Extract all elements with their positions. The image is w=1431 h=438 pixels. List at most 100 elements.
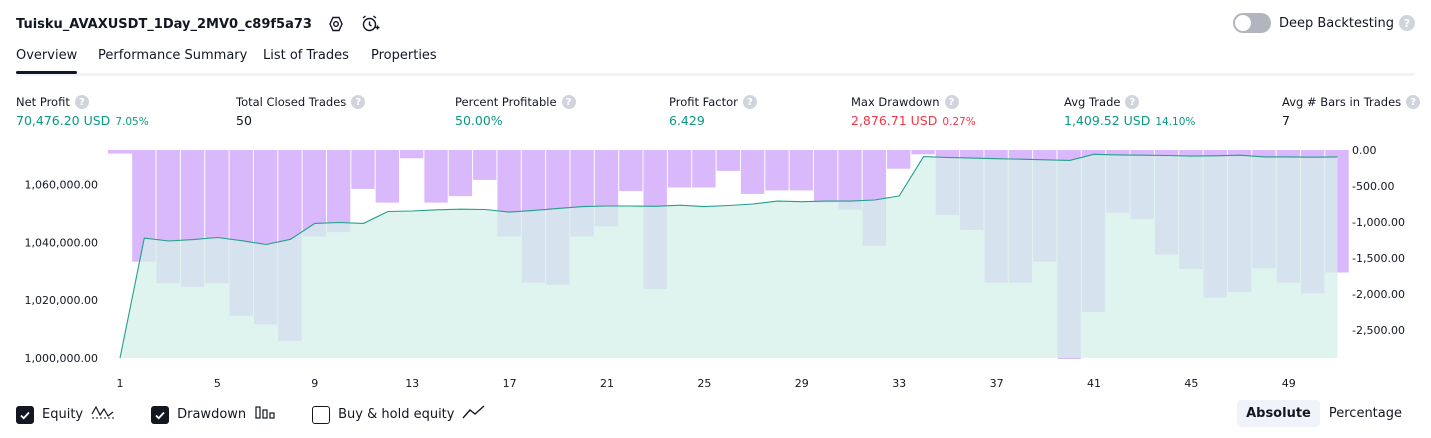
stat-profit-factor: Profit Factor? 6.429 — [669, 94, 757, 128]
left-axis-tick-label: 1,060,000.00 — [25, 179, 98, 192]
stat-label: Avg Trade — [1064, 95, 1121, 109]
right-axis-tick-label: -1,000.00 — [1352, 216, 1405, 229]
stat-label: Total Closed Trades — [236, 95, 347, 109]
left-axis-tick-label: 1,000,000.00 — [25, 352, 98, 365]
drawdown-bar — [838, 150, 862, 210]
x-axis-tick-label: 45 — [1184, 377, 1198, 390]
x-axis-tick-label: 13 — [405, 377, 419, 390]
deep-backtesting-toggle[interactable] — [1232, 13, 1271, 33]
right-axis-tick-label: -2,500.00 — [1352, 324, 1405, 337]
right-axis-tick-label: 0.00 — [1352, 144, 1377, 157]
left-axis-tick-label: 1,020,000.00 — [25, 294, 98, 307]
x-axis-tick-label: 49 — [1282, 377, 1296, 390]
legend-label: Equity — [42, 407, 84, 422]
absolute-button[interactable]: Absolute — [1237, 400, 1320, 427]
stat-value: 6.429 — [669, 113, 705, 128]
tab-overview[interactable]: Overview — [16, 48, 78, 74]
equity-drawdown-chart[interactable]: 1,000,000.00 1,020,000.00 1,040,000.00 1,06… — [0, 140, 1431, 390]
drawdown-bar — [789, 150, 813, 191]
legend-buy-hold-equity[interactable]: Buy & hold equity — [312, 404, 486, 425]
drawdown-bar — [400, 150, 424, 159]
toggle-knob — [1234, 15, 1251, 31]
help-icon[interactable]: ? — [944, 95, 959, 109]
stat-avg-trade: Avg Trade? 1,409.52 USD 14.10% — [1064, 94, 1195, 128]
drawdown-bars-icon — [254, 404, 276, 425]
report-tabs: Overview Performance Summary List of Tra… — [16, 44, 1415, 76]
stat-value: 70,476.20 USD — [16, 113, 111, 128]
stat-value: 7 — [1282, 113, 1290, 128]
tab-properties[interactable]: Properties — [371, 48, 437, 63]
drawdown-bar — [692, 150, 716, 188]
drawdown-bar — [765, 150, 789, 191]
drawdown-bar — [351, 150, 375, 189]
stat-total-closed-trades: Total Closed Trades? 50 — [236, 94, 366, 128]
x-axis-tick-label: 33 — [892, 377, 906, 390]
x-axis-tick-label: 21 — [600, 377, 614, 390]
stat-percent-profitable: Percent Profitable? 50.00% — [455, 94, 576, 128]
help-icon[interactable]: ? — [1125, 95, 1140, 109]
help-icon[interactable]: ? — [1399, 15, 1415, 31]
help-icon[interactable]: ? — [74, 95, 89, 109]
right-axis-tick-label: -500.00 — [1352, 180, 1394, 193]
deep-backtesting-label: Deep Backtesting — [1278, 15, 1394, 31]
drawdown-bar — [619, 150, 643, 192]
x-axis-tick-label: 25 — [697, 377, 711, 390]
left-axis-tick-label: 1,040,000.00 — [25, 236, 98, 249]
equity-area — [120, 154, 1338, 358]
drawdown-bar — [302, 150, 326, 237]
legend-label: Drawdown — [177, 407, 247, 422]
tab-performance-summary[interactable]: Performance Summary — [98, 48, 248, 63]
stat-max-drawdown: Max Drawdown? 2,876.71 USD 0.27% — [851, 94, 976, 128]
checkbox-buy-hold-equity[interactable] — [312, 405, 331, 424]
settings-icon[interactable] — [326, 14, 346, 34]
stat-percent: 0.27% — [942, 116, 976, 128]
help-icon[interactable]: ? — [351, 95, 366, 109]
equity-line — [119, 153, 1338, 359]
drawdown-bar — [813, 150, 838, 203]
x-axis-tick-label: 37 — [990, 377, 1004, 390]
drawdown-bar — [424, 150, 448, 203]
equity-wave-icon — [91, 404, 115, 425]
stat-percent: 14.10% — [1155, 116, 1196, 128]
drawdown-bar — [887, 150, 911, 169]
strategy-title: Tuisku_AVAXUSDT_1Day_2MV0_c89f5a73 — [16, 16, 312, 32]
x-axis-tick-label: 17 — [503, 377, 517, 390]
stat-label: Net Profit — [16, 95, 70, 109]
drawdown-bar — [667, 150, 692, 188]
drawdown-bar — [473, 150, 497, 180]
right-axis-tick-label: -1,500.00 — [1352, 252, 1405, 265]
stat-net-profit: Net Profit? 70,476.20 USD 7.05% — [16, 94, 149, 128]
drawdown-bar — [108, 150, 133, 154]
trend-line-icon — [462, 404, 486, 425]
deep-backtesting-control: Deep Backtesting ? — [1232, 13, 1415, 33]
help-icon[interactable]: ? — [1406, 95, 1421, 109]
x-axis-tick-label: 41 — [1087, 377, 1101, 390]
stat-label: Percent Profitable — [455, 95, 557, 109]
value-mode-switch: Absolute Percentage — [1237, 400, 1411, 427]
stat-value: 2,876.71 USD — [851, 113, 938, 128]
stat-value: 50.00% — [455, 113, 503, 128]
right-axis-tick-label: -2,000.00 — [1352, 288, 1405, 301]
stat-label: Max Drawdown — [851, 95, 940, 109]
checkbox-drawdown[interactable] — [151, 405, 170, 424]
stat-percent: 7.05% — [115, 116, 149, 128]
legend-drawdown[interactable]: Drawdown — [151, 404, 276, 425]
drawdown-bar — [326, 150, 351, 233]
chart-legend: Equity Drawdown Buy & hold equity — [16, 404, 522, 425]
help-icon[interactable]: ? — [742, 95, 757, 109]
help-icon[interactable]: ? — [561, 95, 576, 109]
legend-equity[interactable]: Equity — [16, 404, 115, 425]
stat-value: 1,409.52 USD — [1064, 113, 1151, 128]
add-alert-icon[interactable] — [360, 14, 380, 34]
percentage-button[interactable]: Percentage — [1328, 406, 1402, 421]
stat-label: Avg # Bars in Trades — [1282, 95, 1402, 109]
x-axis-tick-label: 29 — [795, 377, 809, 390]
drawdown-bar — [375, 150, 400, 203]
stat-avg-bars-in-trades: Avg # Bars in Trades? 7 — [1282, 94, 1421, 128]
drawdown-bar — [132, 150, 156, 262]
checkbox-equity[interactable] — [16, 405, 34, 424]
drawdown-bar — [911, 150, 935, 155]
drawdown-bar — [716, 150, 740, 171]
x-axis-tick-label: 9 — [311, 377, 318, 390]
tab-list-of-trades[interactable]: List of Trades — [263, 48, 349, 63]
